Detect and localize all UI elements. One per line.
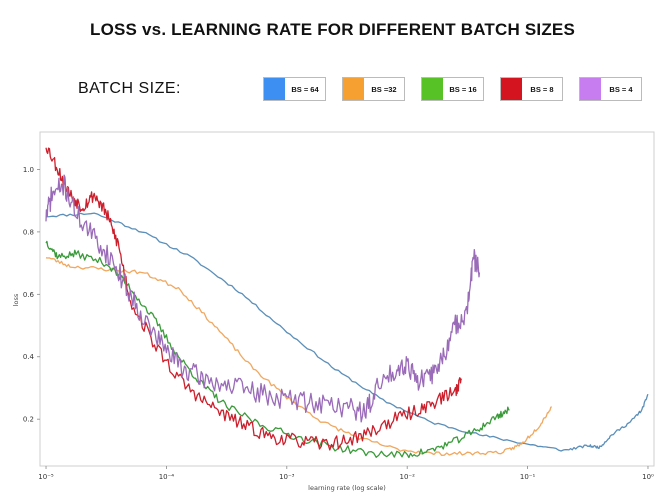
legend-item-bs8: BS = 8: [500, 77, 563, 101]
y-tick-label: 0.4: [23, 353, 35, 361]
legend-swatch-bs64: [264, 78, 285, 100]
series-line-bs8: [45, 147, 463, 451]
legend-swatch-bs8: [501, 78, 522, 100]
x-axis-label: learning rate (log scale): [308, 484, 386, 492]
y-axis-label: loss: [12, 293, 20, 306]
x-tick-label: 10⁻⁵: [38, 473, 54, 481]
legend-heading: BATCH SIZE:: [78, 80, 181, 97]
chart-title: LOSS vs. LEARNING RATE FOR DIFFERENT BAT…: [90, 20, 575, 39]
plot-area: [39, 131, 655, 467]
series-layer: [45, 147, 649, 459]
legend-item-bs64: BS = 64: [263, 77, 326, 101]
legend-swatch-bs32: [343, 78, 364, 100]
x-tick-label: 10⁻¹: [520, 473, 536, 481]
series-line-bs32: [45, 257, 553, 456]
legend-item-bs32: BS =32: [342, 77, 405, 101]
legend-text-bs4: BS = 4: [609, 84, 633, 94]
legend-text-bs32: BS =32: [371, 84, 397, 94]
legend-item-bs16: BS = 16: [421, 77, 484, 101]
y-tick-label: 0.8: [23, 228, 34, 236]
legend-item-bs4: BS = 4: [579, 77, 642, 101]
series-line-bs16: [45, 240, 510, 459]
axis-layer: 10⁻⁵ 10⁻⁴ 10⁻³ 10⁻² 10⁻¹ 10⁰ 0.2 0.4 0.6 0.8 1.0: [23, 166, 654, 481]
x-tick-label: 10⁻²: [399, 473, 415, 481]
series-line-bs64: [45, 212, 649, 452]
y-tick-label: 1.0: [23, 166, 34, 174]
x-tick-label: 10⁻⁴: [159, 473, 175, 481]
legend-text-bs64: BS = 64: [291, 84, 319, 94]
series-line-bs4: [45, 174, 481, 423]
x-tick-label: 10⁻³: [279, 473, 295, 481]
legend-text-bs16: BS = 16: [449, 84, 477, 94]
legend-swatch-bs4: [580, 78, 601, 100]
y-tick-label: 0.2: [23, 416, 34, 424]
legend-text-bs8: BS = 8: [530, 84, 554, 94]
y-tick-label: 0.6: [23, 291, 35, 299]
x-tick-label: 10⁰: [642, 473, 654, 481]
legend-swatch-bs16: [422, 78, 443, 100]
